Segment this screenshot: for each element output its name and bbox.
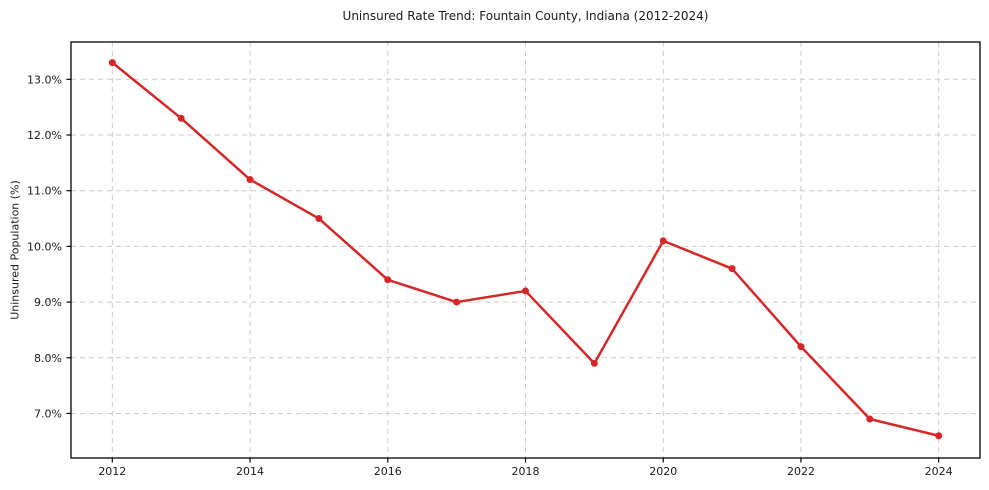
y-tick-label: 11.0% — [27, 185, 62, 198]
x-tick-label: 2024 — [925, 465, 953, 478]
y-tick-label: 7.0% — [34, 407, 62, 420]
x-tick-label: 2016 — [374, 465, 402, 478]
data-point — [659, 237, 667, 245]
data-point — [384, 276, 392, 284]
y-tick-label: 12.0% — [27, 129, 62, 142]
x-tick-label: 2022 — [787, 465, 815, 478]
data-point — [590, 359, 598, 367]
data-point — [728, 265, 736, 273]
chart-title: Uninsured Rate Trend: Fountain County, I… — [342, 9, 709, 23]
data-point — [177, 114, 185, 122]
x-tick-label: 2018 — [512, 465, 540, 478]
data-point — [522, 287, 529, 295]
y-tick-label: 13.0% — [27, 73, 62, 86]
data-point — [866, 415, 874, 423]
data-point — [453, 298, 461, 306]
data-point — [246, 176, 254, 184]
y-tick-label: 9.0% — [34, 296, 62, 309]
y-tick-label: 10.0% — [27, 240, 62, 253]
x-tick-label: 2020 — [649, 465, 677, 478]
x-tick-label: 2012 — [98, 465, 126, 478]
data-point — [315, 215, 323, 223]
data-point — [797, 343, 805, 351]
data-point — [108, 59, 116, 67]
x-tick-label: 2014 — [236, 465, 264, 478]
data-point — [935, 432, 943, 440]
y-tick-label: 8.0% — [34, 352, 62, 365]
